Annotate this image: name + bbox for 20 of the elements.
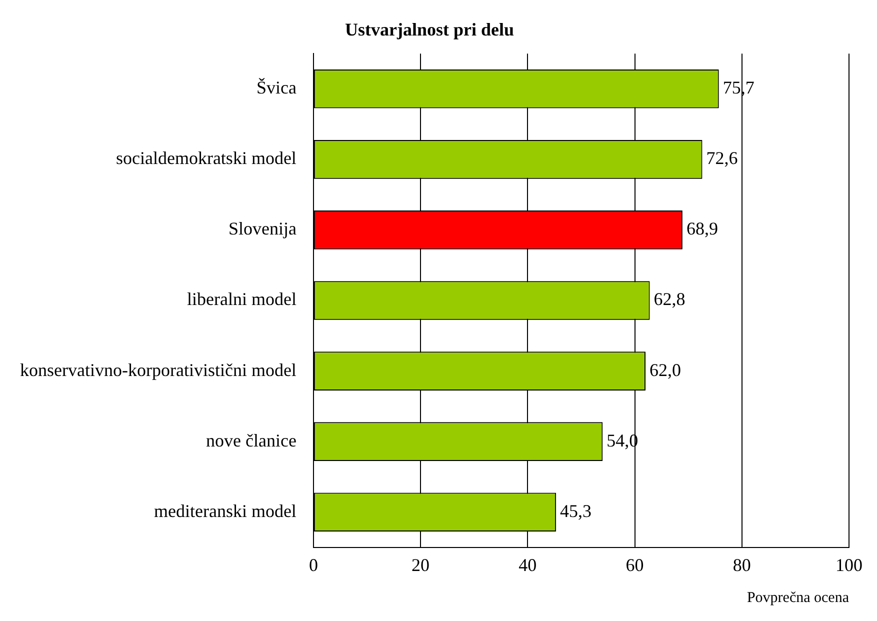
data-label: 62,0 [649, 360, 681, 380]
data-label: 62,8 [654, 289, 686, 310]
y-tick-label: nove članice [206, 430, 296, 450]
x-tick-label: 60 [626, 554, 644, 575]
data-label: 45,3 [560, 500, 592, 521]
x-tick-label: 80 [732, 554, 751, 575]
x-tick-label: 20 [412, 554, 430, 575]
x-tick-label: 40 [518, 554, 537, 575]
x-axis-title: Povprečna ocena [746, 590, 850, 606]
data-label: 68,9 [686, 218, 718, 239]
data-label: 72,6 [706, 148, 738, 168]
y-tick-label: liberalni model [186, 289, 296, 310]
y-tick-label: socialdemokratski model [116, 148, 296, 168]
y-tick-label: konservativno-korporativistični model [20, 360, 296, 380]
chart-title: Ustvarjalnost pri delu [344, 19, 514, 40]
x-tick-label: 0 [308, 554, 318, 575]
y-tick-label: Švica [256, 78, 296, 98]
y-tick-label: mediteranski model [154, 500, 296, 521]
y-tick-label: Slovenija [228, 218, 296, 239]
x-tick-label: 100 [836, 554, 862, 575]
